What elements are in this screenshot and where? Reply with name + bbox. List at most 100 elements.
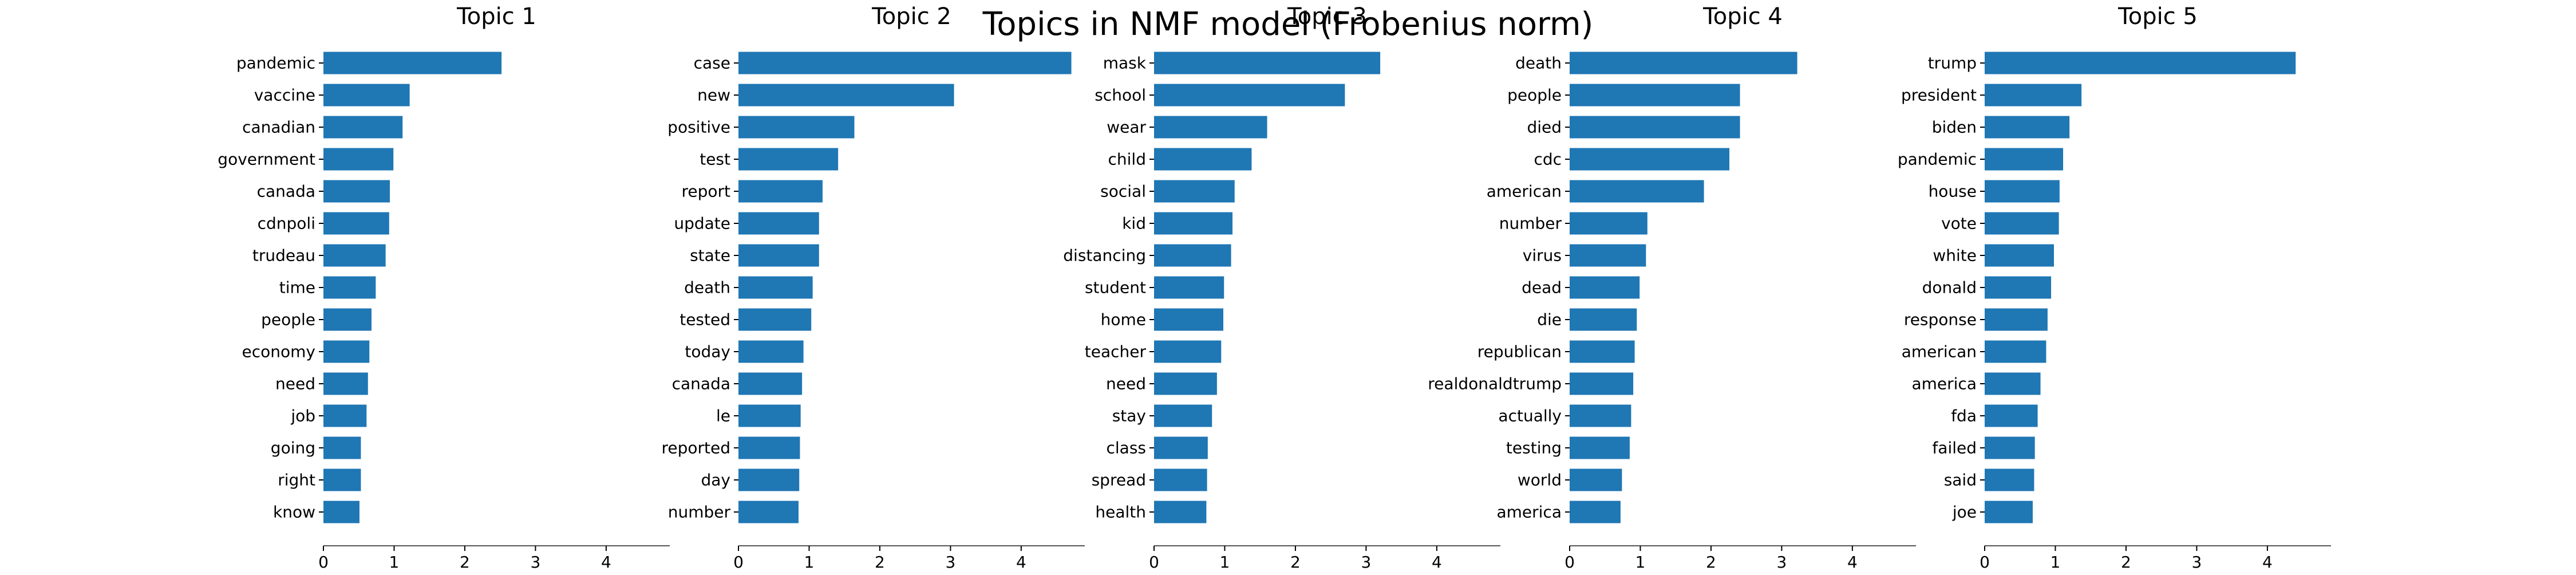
bar (323, 180, 390, 203)
category-label: tested (679, 310, 730, 329)
category-label: reported (661, 439, 730, 458)
topic-panel-2: Topic 2 case new positive test report update st… (661, 3, 1085, 572)
category-label: die (1537, 310, 1562, 329)
category-label: today (685, 342, 730, 361)
bar (1570, 52, 1797, 74)
x-tick-label: 0 (1564, 553, 1575, 572)
bar (1570, 244, 1646, 267)
category-label: right (278, 471, 315, 490)
bar (323, 340, 370, 363)
category-label: report (681, 182, 730, 201)
category-label: canada (672, 375, 730, 393)
bar (738, 340, 804, 363)
bar (1985, 116, 2070, 139)
category-label: response (1904, 310, 1977, 329)
category-label: america (1911, 375, 1977, 393)
bar (1154, 52, 1381, 74)
category-label: le (716, 407, 730, 426)
category-label: trudeau (252, 246, 315, 265)
category-label: trump (1928, 54, 1977, 73)
bar (1154, 468, 1207, 491)
bar (1985, 52, 2296, 74)
bar (1570, 468, 1622, 491)
x-tick-label: 3 (2191, 553, 2202, 572)
x-tick-label: 4 (2262, 553, 2273, 572)
bar (738, 180, 823, 203)
category-label: canada (257, 182, 315, 201)
bar (738, 404, 801, 427)
x-tick-label: 1 (804, 553, 815, 572)
bar (1985, 180, 2060, 203)
panel-title: Topic 3 (1287, 3, 1367, 30)
category-label: virus (1523, 246, 1562, 265)
x-tick-label: 0 (1149, 553, 1159, 572)
category-label: america (1496, 503, 1562, 522)
category-label: actually (1498, 407, 1562, 426)
bar (323, 212, 389, 235)
category-label: donald (1922, 278, 1977, 297)
category-label: cdnpoli (258, 214, 315, 233)
bar (1154, 276, 1224, 299)
bar (1154, 308, 1223, 331)
category-label: case (694, 54, 730, 73)
bar (1570, 308, 1637, 331)
panel-title: Topic 2 (871, 3, 951, 30)
category-label: dead (1522, 278, 1562, 297)
category-label: child (1108, 150, 1146, 169)
bar (323, 148, 394, 171)
bar (1570, 436, 1630, 459)
topic-panel-3: Topic 3 mask school wear child social kid dista… (1063, 3, 1500, 572)
category-label: school (1095, 86, 1146, 105)
bar (738, 372, 803, 395)
bar (1985, 148, 2064, 171)
category-label: fda (1951, 407, 1977, 426)
category-label: test (700, 150, 730, 169)
x-tick-label: 3 (530, 553, 540, 572)
bar (323, 84, 410, 107)
bar (323, 468, 361, 491)
category-label: number (668, 503, 731, 522)
bar (738, 52, 1072, 74)
bar (1985, 372, 2041, 395)
category-label: economy (242, 342, 315, 361)
category-label: pandemic (236, 54, 315, 73)
category-label: republican (1477, 342, 1562, 361)
bar (1985, 468, 2034, 491)
bar (1985, 212, 2059, 235)
category-label: job (290, 407, 315, 426)
category-label: said (1944, 471, 1977, 490)
x-tick-label: 4 (1847, 553, 1858, 572)
category-label: need (275, 375, 315, 393)
category-label: know (273, 503, 315, 522)
panel-title: Topic 5 (2117, 3, 2198, 30)
category-label: pandemic (1898, 150, 1977, 169)
bar (1154, 148, 1252, 171)
bar (1570, 501, 1621, 523)
category-label: health (1095, 503, 1146, 522)
bar (1985, 244, 2054, 267)
bar (738, 212, 819, 235)
category-label: people (1507, 86, 1562, 105)
x-tick-label: 2 (1706, 553, 1716, 572)
bar (323, 436, 361, 459)
category-label: spread (1092, 471, 1146, 490)
category-label: people (261, 310, 315, 329)
category-label: american (1902, 342, 1977, 361)
category-label: failed (1932, 439, 1977, 458)
panel-title: Topic 1 (456, 3, 536, 30)
x-tick-label: 0 (318, 553, 329, 572)
category-label: stay (1112, 407, 1146, 426)
category-label: american (1487, 182, 1562, 201)
category-label: student (1085, 278, 1146, 297)
category-label: house (1929, 182, 1977, 201)
category-label: cdc (1534, 150, 1562, 169)
topic-panel-5: Topic 5 trump president biden pandemic house v… (1898, 3, 2331, 572)
bar (1985, 501, 2033, 523)
category-label: going (271, 439, 315, 458)
category-label: class (1106, 439, 1146, 458)
category-label: biden (1932, 118, 1977, 137)
bar (1154, 340, 1222, 363)
category-label: positive (667, 118, 730, 137)
